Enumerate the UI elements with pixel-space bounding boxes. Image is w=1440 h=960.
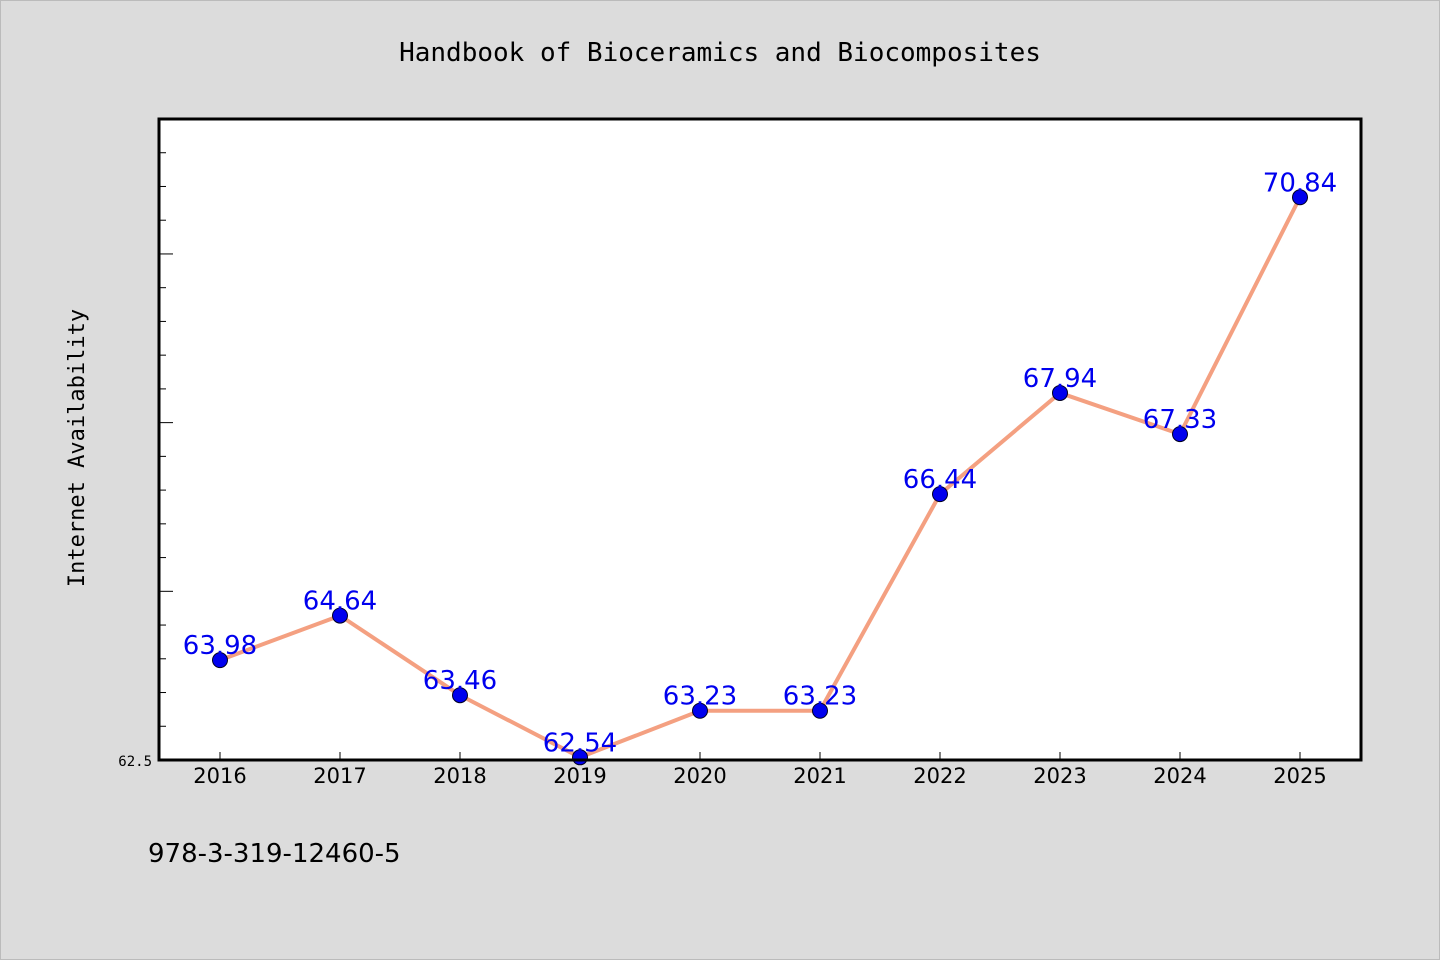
data-point-marker: [212, 652, 228, 669]
plot-area: [159, 119, 1361, 760]
x-tick-label: 2025: [1273, 764, 1326, 788]
data-label: 64.64: [303, 587, 377, 617]
plot-frame: [157, 117, 1363, 762]
x-tick-label: 2019: [553, 764, 606, 788]
data-label: 63.46: [423, 666, 497, 696]
data-labels: 63.98 64.64 63.46 62.54 63.23 63.23 66.44 67.94…: [183, 168, 1337, 758]
data-label: 70.84: [1263, 168, 1337, 198]
x-tick-label: 2023: [1033, 764, 1086, 788]
series-group: [212, 189, 1308, 766]
data-label: 67.94: [1023, 364, 1097, 394]
series-line: [219, 196, 1302, 760]
data-point-marker: [812, 702, 828, 719]
y-tick-label: 62.5: [118, 754, 152, 770]
x-tick-label: 2017: [313, 764, 366, 788]
chart-title: Handbook of Bioceramics and Biocomposite…: [399, 38, 1041, 68]
data-point-marker: [332, 607, 348, 624]
x-tick-label: 2021: [793, 764, 846, 788]
x-tick-label: 2018: [433, 764, 486, 788]
data-label: 62.54: [543, 728, 617, 758]
data-label: 63.98: [183, 631, 257, 661]
x-tick-label: 2016: [193, 764, 246, 788]
x-tick-label: 2024: [1153, 764, 1206, 788]
data-label: 66.44: [903, 465, 977, 495]
x-axis-ticks: 2016 2017 2018 2019 2020 2021 2022 2023 2024 2025: [193, 752, 1327, 788]
data-label: 63.23: [663, 682, 737, 712]
data-point-marker: [1292, 189, 1308, 206]
x-tick-label: 2022: [913, 764, 966, 788]
data-label: 63.23: [783, 682, 857, 712]
data-point-marker: [1172, 426, 1188, 443]
data-point-marker: [932, 486, 948, 503]
data-point-marker: [692, 702, 708, 719]
isbn-label: 978-3-319-12460-5: [148, 839, 401, 869]
data-point-marker: [1052, 384, 1068, 401]
y-axis-label: Internet Availability: [65, 309, 90, 587]
data-label: 67.33: [1143, 405, 1217, 435]
x-tick-label: 2020: [673, 764, 726, 788]
data-point-marker: [452, 687, 468, 704]
